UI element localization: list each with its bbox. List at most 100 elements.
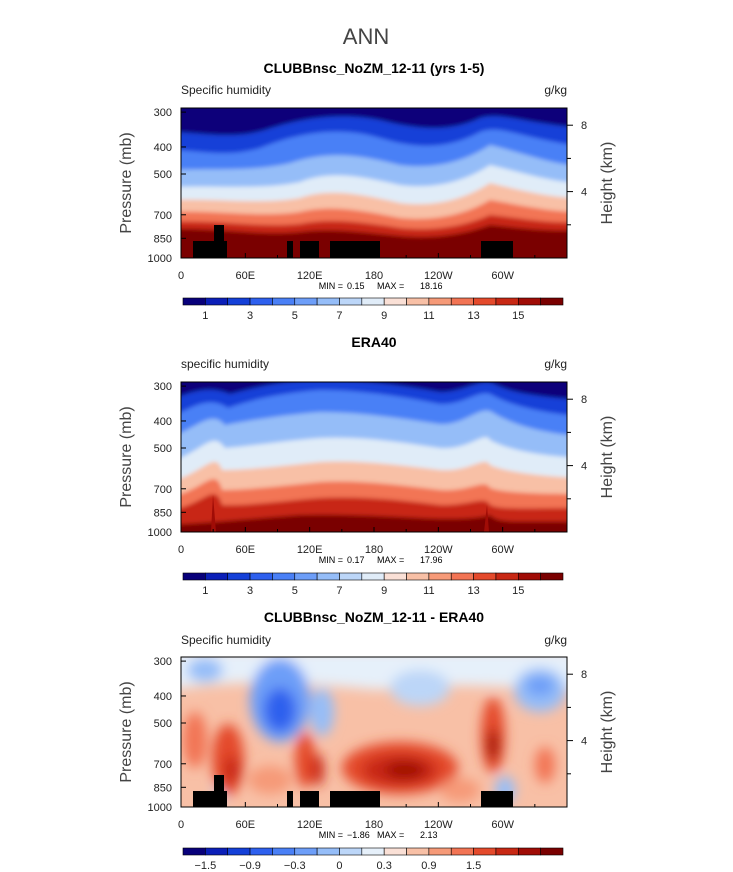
stat-min-value: 0.15 bbox=[347, 281, 365, 291]
y-tick-label: 700 bbox=[154, 210, 172, 222]
x-tick-label: 0 bbox=[178, 819, 184, 831]
colorbar-label: 15 bbox=[512, 310, 524, 322]
colorbar-swatch bbox=[249, 847, 273, 856]
x-tick-label: 60E bbox=[236, 819, 256, 831]
colorbar-swatch bbox=[450, 572, 474, 581]
x-tick-label: 60E bbox=[236, 270, 256, 282]
colorbar-swatch bbox=[495, 847, 519, 856]
y2-tick-label: 8 bbox=[581, 669, 587, 681]
colorbar-swatch bbox=[205, 572, 229, 581]
x-tick-label: 120E bbox=[297, 819, 323, 831]
field-label: Specific humidity bbox=[181, 633, 271, 647]
contour-field bbox=[181, 657, 567, 807]
stat-max-value: 18.16 bbox=[420, 281, 443, 291]
colorbar-swatch bbox=[495, 572, 519, 581]
figure-title: ANN bbox=[343, 24, 389, 49]
x-tick-label: 120W bbox=[424, 270, 453, 282]
contour-field bbox=[181, 108, 567, 258]
colorbar-swatch bbox=[272, 297, 296, 306]
y-tick-label: 700 bbox=[154, 484, 172, 496]
colorbar-swatch bbox=[428, 572, 452, 581]
y-tick-label: 300 bbox=[154, 656, 172, 668]
stat-min-label: MIN = bbox=[319, 830, 343, 840]
colorbar-label: 13 bbox=[467, 585, 479, 597]
y-axis-title: Pressure (mb) bbox=[118, 681, 135, 782]
colorbar-swatch bbox=[406, 572, 430, 581]
y2-tick-label: 4 bbox=[581, 187, 587, 199]
y-tick-label: 1000 bbox=[148, 253, 172, 265]
colorbar-label: 15 bbox=[512, 585, 524, 597]
x-tick-label: 180 bbox=[365, 819, 383, 831]
colorbar-label: −1.5 bbox=[194, 860, 216, 872]
colorbar-swatch bbox=[406, 847, 430, 856]
colorbar-label: −0.3 bbox=[284, 860, 306, 872]
colorbar-label: 3 bbox=[247, 585, 253, 597]
x-tick-label: 0 bbox=[178, 544, 184, 556]
x-tick-label: 60W bbox=[491, 819, 514, 831]
y-tick-label: 850 bbox=[154, 782, 172, 794]
x-tick-label: 120W bbox=[424, 544, 453, 556]
colorbar-swatch bbox=[205, 297, 229, 306]
colorbar-swatch bbox=[339, 572, 363, 581]
colorbar-swatch bbox=[294, 572, 318, 581]
x-tick-label: 120W bbox=[424, 819, 453, 831]
x-tick-label: 0 bbox=[178, 270, 184, 282]
colorbar-swatch bbox=[182, 572, 206, 581]
x-tick-label: 180 bbox=[365, 544, 383, 556]
x-tick-label: 120E bbox=[297, 270, 323, 282]
stat-min-value: −1.86 bbox=[347, 830, 370, 840]
y-tick-label: 850 bbox=[154, 507, 172, 519]
stat-min-value: 0.17 bbox=[347, 555, 365, 565]
panel-title: CLUBBnsc_NoZM_12-11 (yrs 1-5) bbox=[264, 60, 485, 76]
colorbar-swatch bbox=[182, 297, 206, 306]
y-tick-label: 300 bbox=[154, 107, 172, 119]
colorbar-label: 13 bbox=[467, 310, 479, 322]
y2-axis-title: Height (km) bbox=[599, 416, 616, 499]
colorbar-swatch bbox=[339, 847, 363, 856]
colorbar-swatch bbox=[473, 297, 497, 306]
colorbar-swatch bbox=[383, 297, 407, 306]
colorbar-swatch bbox=[383, 847, 407, 856]
colorbar-label: 1 bbox=[202, 585, 208, 597]
panel-reanalysis: ERA40 specific humidity g/kg 0 60E 120E 180… bbox=[118, 334, 616, 597]
colorbar-label: 11 bbox=[423, 585, 434, 597]
field-label: Specific humidity bbox=[181, 83, 271, 97]
colorbar-swatch bbox=[316, 572, 340, 581]
colorbar-swatch bbox=[294, 297, 318, 306]
colorbar-swatch bbox=[450, 847, 474, 856]
y-axis-title: Pressure (mb) bbox=[118, 132, 135, 233]
colorbar-label: 0.3 bbox=[377, 860, 392, 872]
stat-min-label: MIN = bbox=[319, 281, 343, 291]
stat-max-value: 2.13 bbox=[420, 830, 438, 840]
units-label: g/kg bbox=[544, 83, 567, 97]
x-tick-label: 60W bbox=[491, 270, 514, 282]
colorbar-swatch bbox=[428, 847, 452, 856]
colorbar-swatch bbox=[294, 847, 318, 856]
x-tick-label: 60W bbox=[491, 544, 514, 556]
colorbar-swatch bbox=[540, 847, 564, 856]
colorbar-label: 9 bbox=[381, 310, 387, 322]
colorbar-label: 5 bbox=[292, 585, 298, 597]
y2-tick-label: 8 bbox=[581, 394, 587, 406]
y-tick-label: 400 bbox=[154, 691, 172, 703]
y-tick-label: 850 bbox=[154, 233, 172, 245]
colorbar-swatch bbox=[316, 297, 340, 306]
panel-model: CLUBBnsc_NoZM_12-11 (yrs 1-5) Specific h… bbox=[118, 60, 616, 322]
y-tick-label: 1000 bbox=[148, 802, 172, 814]
y2-tick-label: 4 bbox=[581, 461, 587, 473]
colorbar-swatch bbox=[339, 297, 363, 306]
colorbar-swatch bbox=[361, 297, 385, 306]
x-tick-label: 60E bbox=[236, 544, 256, 556]
y-tick-label: 400 bbox=[154, 416, 172, 428]
colorbar-swatch bbox=[517, 572, 541, 581]
colorbar-swatch bbox=[272, 847, 296, 856]
stat-max-label: MAX = bbox=[377, 830, 404, 840]
y2-axis-title: Height (km) bbox=[599, 142, 616, 225]
y-tick-label: 500 bbox=[154, 169, 172, 181]
colorbar-swatch bbox=[249, 572, 273, 581]
colorbar-swatch bbox=[450, 297, 474, 306]
colorbar-swatch bbox=[428, 297, 452, 306]
colorbar-swatch bbox=[540, 297, 564, 306]
y-tick-label: 300 bbox=[154, 381, 172, 393]
